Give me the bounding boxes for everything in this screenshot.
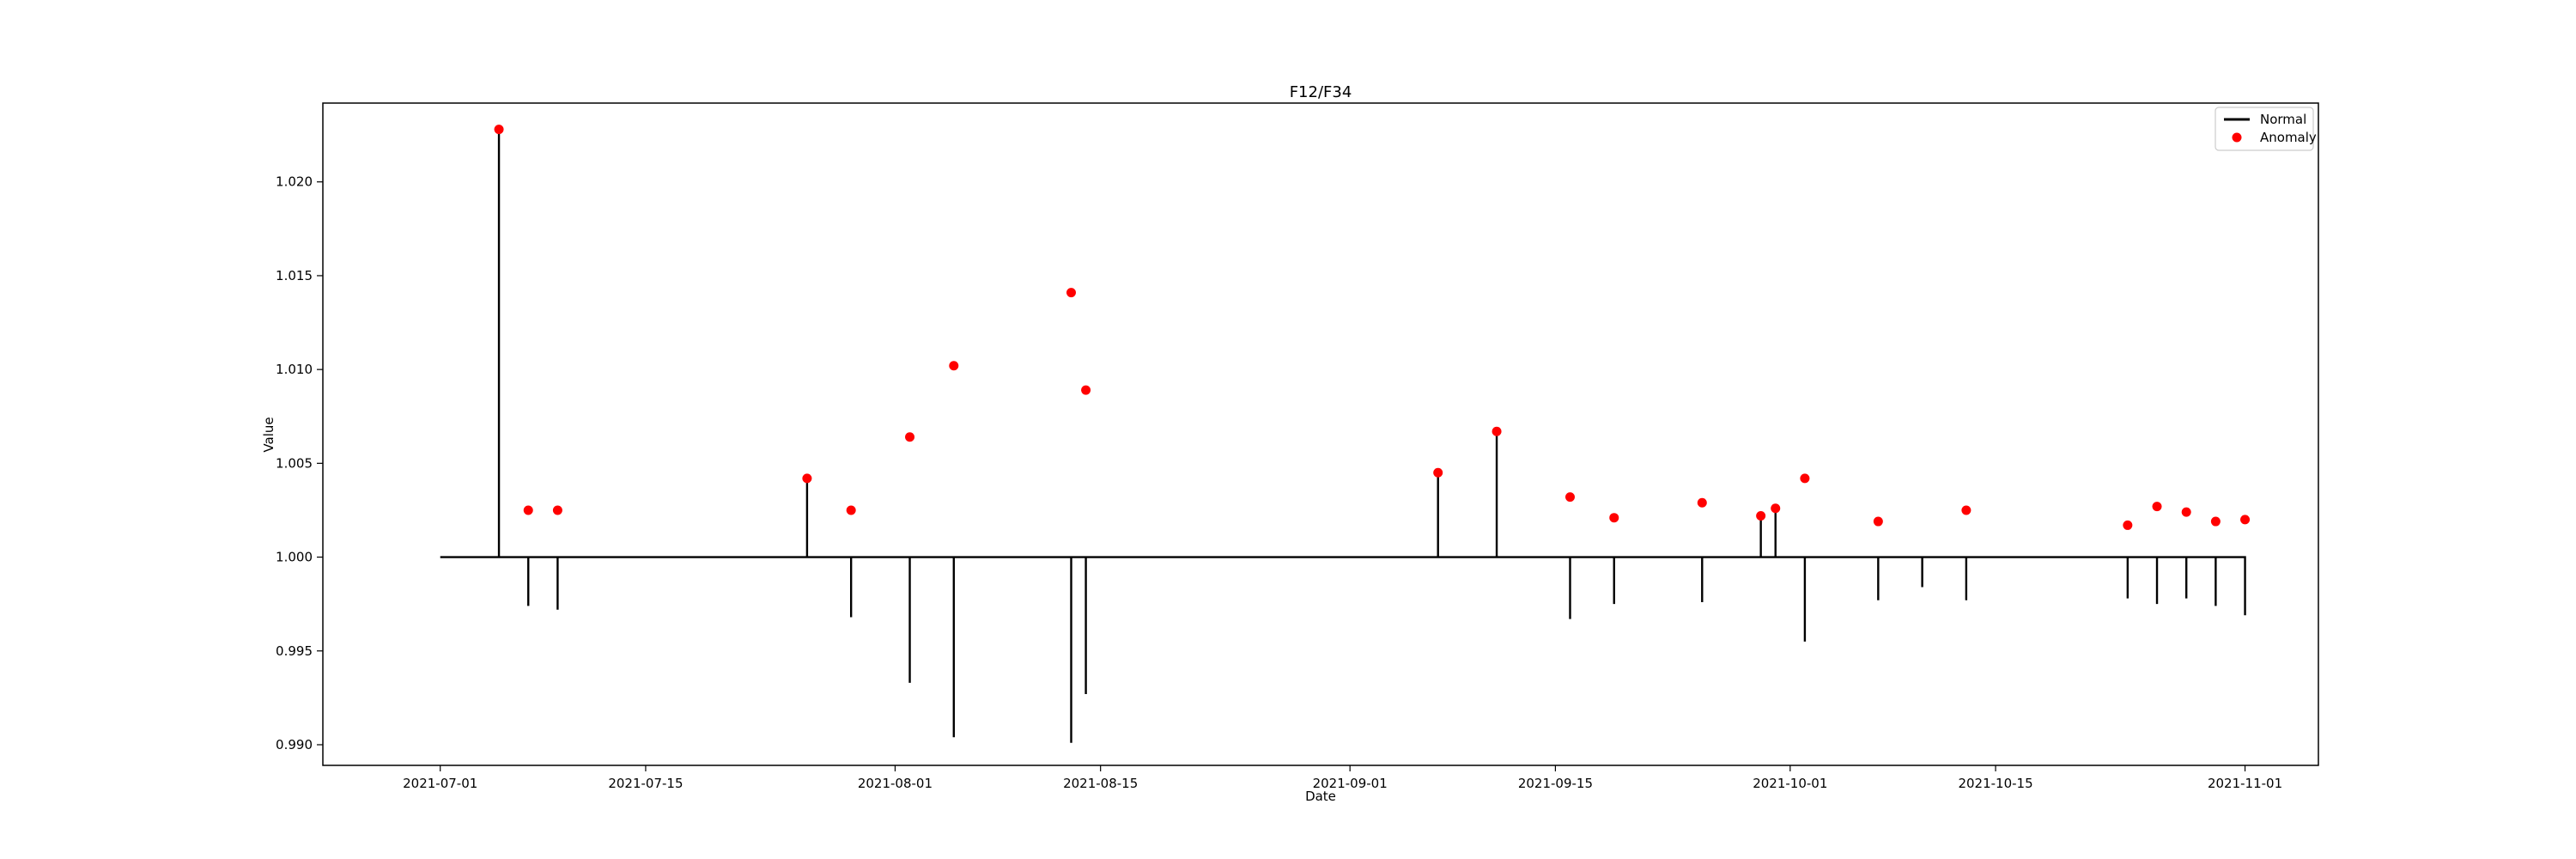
x-tick-label: 2021-09-01 xyxy=(1313,776,1388,791)
x-tick-label: 2021-09-15 xyxy=(1518,776,1593,791)
anomaly-point xyxy=(1697,497,1707,508)
anomaly-point xyxy=(1565,492,1575,503)
y-tick-label: 1.005 xyxy=(276,455,313,471)
anomaly-point xyxy=(1433,467,1443,478)
x-tick-label: 2021-08-01 xyxy=(858,776,933,791)
x-tick-label: 2021-11-01 xyxy=(2208,776,2282,791)
anomaly-point xyxy=(1492,426,1502,436)
x-tick-label: 2021-08-15 xyxy=(1063,776,1138,791)
anomaly-point xyxy=(1066,288,1076,298)
anomaly-point xyxy=(2240,515,2251,525)
x-tick-label: 2021-07-01 xyxy=(403,776,477,791)
y-tick-label: 0.990 xyxy=(276,737,313,752)
anomaly-point xyxy=(523,505,533,515)
x-tick-label: 2021-10-01 xyxy=(1753,776,1827,791)
anomaly-point xyxy=(846,505,856,515)
legend-anomaly-label: Anomaly xyxy=(2260,130,2317,145)
anomaly-point xyxy=(802,473,812,484)
anomaly-point xyxy=(1800,473,1810,484)
anomaly-point xyxy=(2210,516,2221,527)
chart-title: F12/F34 xyxy=(1290,83,1352,101)
x-tick-label: 2021-10-15 xyxy=(1958,776,2032,791)
anomaly-point xyxy=(905,432,915,442)
anomaly-point xyxy=(1756,511,1766,521)
legend-normal-label: Normal xyxy=(2260,112,2306,127)
y-tick-label: 1.015 xyxy=(276,268,313,283)
x-axis-label: Date xyxy=(1305,789,1336,804)
y-tick-label: 1.020 xyxy=(276,174,313,190)
anomaly-point xyxy=(1771,503,1781,514)
anomaly-point xyxy=(1961,505,1971,515)
anomaly-point xyxy=(2152,502,2162,512)
y-tick-label: 1.010 xyxy=(276,362,313,377)
anomaly-point xyxy=(1609,513,1619,523)
anomaly-point xyxy=(494,125,504,135)
x-tick-label: 2021-07-15 xyxy=(608,776,683,791)
y-tick-label: 0.995 xyxy=(276,643,313,659)
anomaly-point xyxy=(552,505,562,515)
legend-anomaly-swatch xyxy=(2232,132,2242,143)
anomaly-point xyxy=(2123,520,2133,530)
anomaly-point xyxy=(1873,516,1883,527)
anomaly-point xyxy=(1081,385,1091,395)
anomaly-point xyxy=(2181,507,2191,517)
y-axis-label: Value xyxy=(261,417,276,452)
legend: Normal Anomaly xyxy=(2215,107,2317,151)
series-line-normal xyxy=(440,129,2246,743)
plot-frame xyxy=(322,102,2319,766)
anomaly-point xyxy=(949,361,959,371)
y-tick-label: 1.000 xyxy=(276,550,313,565)
